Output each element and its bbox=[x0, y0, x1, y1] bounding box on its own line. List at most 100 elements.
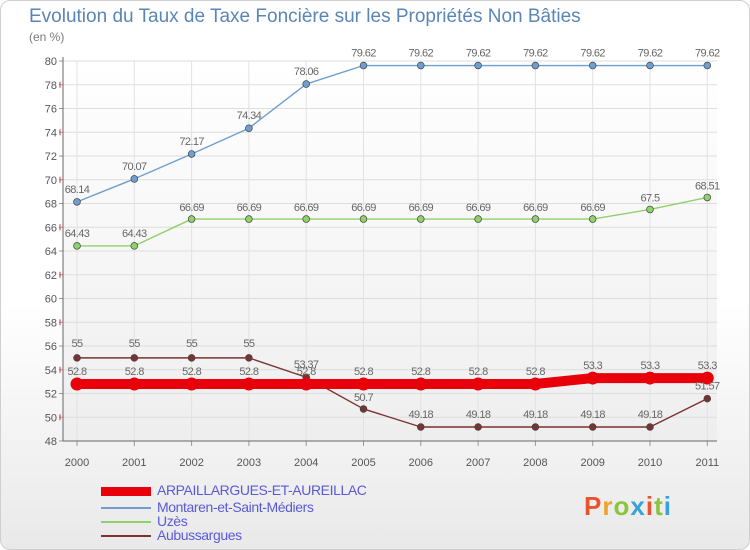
data-point bbox=[586, 371, 600, 385]
data-label: 52.8 bbox=[297, 366, 316, 378]
data-point bbox=[417, 423, 425, 431]
data-label: 53.3 bbox=[583, 360, 602, 372]
data-label: 52.8 bbox=[239, 366, 258, 378]
data-label: 49.18 bbox=[409, 409, 434, 421]
y-tick-label: 58 bbox=[45, 317, 57, 329]
data-point bbox=[588, 61, 597, 70]
data-point bbox=[643, 371, 657, 385]
data-label: 66.69 bbox=[351, 202, 376, 214]
legend-swatch bbox=[101, 487, 151, 496]
data-label: 79.62 bbox=[351, 48, 376, 60]
series-group bbox=[70, 61, 714, 431]
data-point bbox=[531, 215, 540, 223]
legend-swatch bbox=[101, 507, 151, 509]
x-tick-label: 2010 bbox=[638, 457, 662, 469]
x-tick-label: 2011 bbox=[695, 457, 719, 469]
data-label: 66.69 bbox=[580, 202, 605, 214]
data-point bbox=[531, 423, 540, 431]
logo-letter: o bbox=[613, 491, 631, 521]
series-line bbox=[72, 373, 713, 389]
data-point bbox=[646, 423, 654, 431]
data-point bbox=[130, 354, 139, 362]
data-label: 78.06 bbox=[294, 66, 319, 78]
y-tick-label: 72 bbox=[45, 151, 57, 163]
data-label: 79.62 bbox=[638, 48, 663, 60]
data-point bbox=[417, 215, 425, 223]
data-label: 66.69 bbox=[523, 202, 548, 214]
data-label: 64.43 bbox=[122, 228, 147, 240]
data-label: 52.8 bbox=[354, 366, 373, 378]
y-tick-label: 50 bbox=[45, 412, 57, 424]
data-point bbox=[703, 193, 712, 202]
data-label: 66.69 bbox=[294, 202, 319, 214]
chart-title: Evolution du Taux de Taxe Foncière sur l… bbox=[29, 6, 581, 27]
y-tick-label: 62 bbox=[45, 270, 57, 282]
x-tick-label: 2004 bbox=[294, 457, 318, 469]
data-label: 52.8 bbox=[182, 366, 201, 378]
data-point bbox=[700, 371, 714, 385]
y-tick-label: 64 bbox=[45, 246, 57, 258]
data-label: 66.69 bbox=[179, 202, 204, 214]
legend-label: Uzès bbox=[157, 513, 188, 529]
x-tick-label: 2008 bbox=[523, 457, 547, 469]
legend-label: ARPAILLARGUES-ET-AUREILLAC bbox=[157, 482, 367, 498]
data-point bbox=[531, 61, 540, 70]
data-label: 55 bbox=[71, 338, 83, 350]
data-label: 66.69 bbox=[237, 202, 262, 214]
data-label: 79.62 bbox=[523, 48, 548, 60]
data-point bbox=[187, 150, 196, 158]
data-label: 49.18 bbox=[466, 409, 491, 421]
data-point bbox=[245, 124, 253, 132]
data-point bbox=[474, 423, 482, 431]
x-tick-label: 2001 bbox=[122, 457, 146, 469]
data-label: 52.8 bbox=[411, 366, 430, 378]
legend-label: Aubussargues bbox=[157, 527, 242, 543]
data-label: 52.8 bbox=[526, 366, 545, 378]
data-point bbox=[299, 377, 313, 391]
data-label: 79.62 bbox=[466, 48, 491, 60]
data-point bbox=[646, 205, 654, 214]
data-point bbox=[73, 198, 81, 206]
proxiti-logo: Proxiti bbox=[584, 491, 672, 522]
axes: 48 50 52 54 56 58 60 62 64 66 68 70 72 74 76 78 80 2000 20… bbox=[45, 56, 719, 469]
y-tick-label: 60 bbox=[45, 294, 57, 306]
data-point bbox=[703, 61, 712, 70]
y-tick-label: 48 bbox=[45, 436, 57, 448]
data-point bbox=[245, 215, 253, 223]
data-point bbox=[70, 377, 84, 391]
legend-swatch bbox=[101, 521, 151, 523]
data-point bbox=[187, 354, 196, 362]
x-tick-label: 2009 bbox=[580, 457, 604, 469]
logo-letter: x bbox=[630, 491, 646, 521]
data-point bbox=[359, 215, 368, 223]
y-tick-label: 70 bbox=[45, 175, 57, 187]
data-label: 66.69 bbox=[466, 202, 491, 214]
data-label: 52.8 bbox=[469, 366, 488, 378]
y-tick-label: 76 bbox=[45, 104, 57, 116]
data-point bbox=[73, 354, 81, 362]
data-label: 53.3 bbox=[698, 360, 717, 372]
data-label: 55 bbox=[129, 338, 141, 350]
data-label: 53.3 bbox=[640, 360, 659, 372]
data-point bbox=[127, 377, 141, 391]
logo-letter: i bbox=[663, 491, 672, 521]
data-point bbox=[414, 377, 428, 391]
data-label: 55 bbox=[186, 338, 198, 350]
data-label: 79.62 bbox=[580, 48, 605, 60]
data-label: 70.07 bbox=[122, 161, 147, 173]
logo-letter: t bbox=[654, 491, 664, 521]
data-label: 64.43 bbox=[65, 228, 90, 240]
y-tick-label: 80 bbox=[45, 56, 57, 68]
data-label: 74.34 bbox=[237, 110, 262, 122]
x-tick-label: 2003 bbox=[237, 457, 261, 469]
data-point bbox=[417, 61, 425, 70]
y-tick-label: 66 bbox=[45, 222, 57, 234]
y-axis-unit: (en %) bbox=[29, 30, 65, 44]
logo-letter: r bbox=[602, 491, 614, 521]
x-tick-label: 2007 bbox=[466, 457, 490, 469]
data-point bbox=[646, 61, 654, 70]
x-tick-label: 2006 bbox=[409, 457, 433, 469]
data-point bbox=[528, 377, 542, 391]
y-tick-label: 52 bbox=[45, 389, 57, 401]
